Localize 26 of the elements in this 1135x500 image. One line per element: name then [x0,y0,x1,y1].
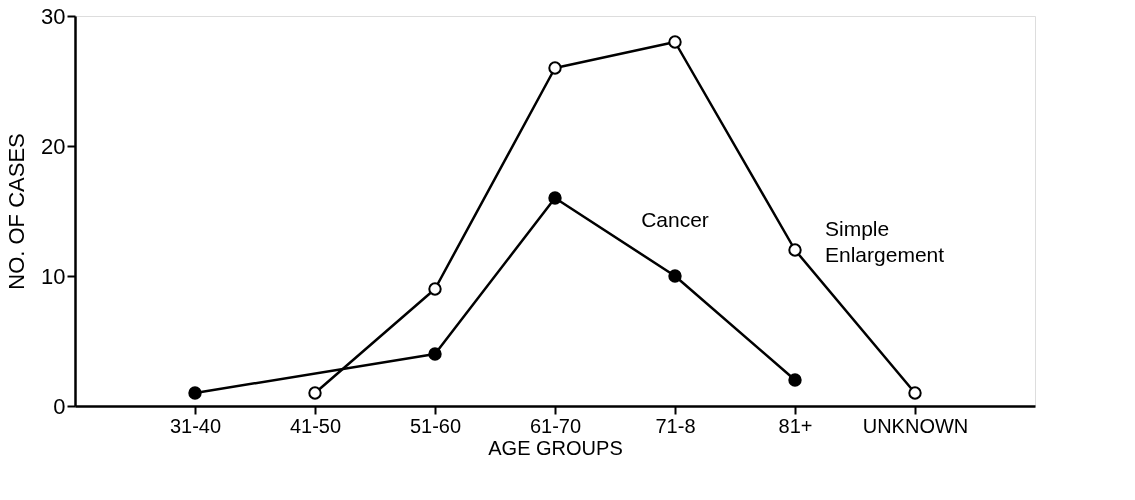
point [308,386,322,400]
y-tick-label: 0 [53,393,66,419]
x-tick-label: UNKNOWN [862,414,969,437]
point [428,347,442,361]
point [668,35,682,49]
x-tick-label: 31-40 [169,414,222,437]
series-label: Cancer [641,208,709,231]
point [548,61,562,75]
x-tick-label: 81+ [778,414,813,437]
y-tick-label: 30 [41,3,66,29]
point [428,282,442,296]
point [548,191,562,205]
point [908,386,922,400]
point [668,269,682,283]
point [188,386,202,400]
point [788,373,802,387]
x-tick-label: 71-8 [655,414,696,437]
series-label: Simple Enlargement [825,217,945,266]
y-axis-title: NO. OF CASES [4,133,30,290]
x-tick-label: 51-60 [409,414,462,437]
point [788,243,802,257]
x-tick-label: 41-50 [289,414,342,437]
x-tick-label: 61-70 [529,414,582,437]
y-tick-label: 20 [41,133,66,159]
y-tick-label: 10 [41,263,66,289]
x-axis-title: AGE GROUPS [488,436,623,459]
